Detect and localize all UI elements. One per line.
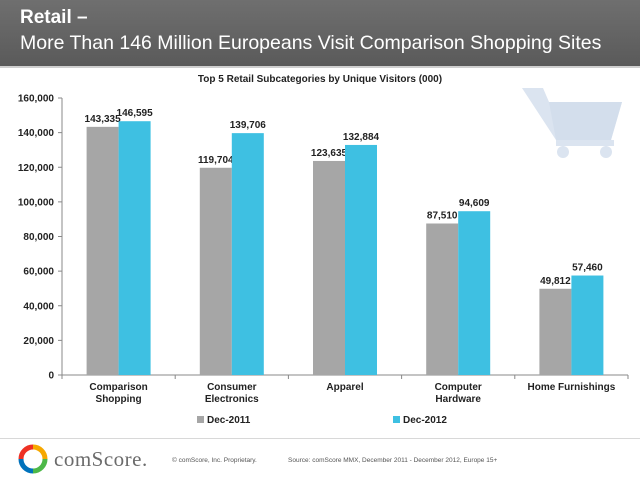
data-label: 57,460: [572, 263, 603, 274]
legend-swatch: [197, 416, 204, 423]
bar-dec-2012: [571, 275, 604, 375]
x-tick-label: Consumer: [207, 382, 257, 393]
data-label: 139,706: [230, 120, 267, 131]
data-label: 143,335: [85, 114, 122, 125]
slide-title: Retail –: [20, 7, 88, 28]
bar-dec-2012: [458, 211, 491, 375]
shopping-cart-icon: [522, 88, 622, 158]
x-tick-label: Apparel: [326, 382, 363, 393]
x-tick-label: Home Furnishings: [528, 382, 616, 393]
bar-dec-2011: [313, 160, 345, 375]
comscore-logo-mark-icon: [18, 444, 48, 474]
legend-swatch: [393, 416, 400, 423]
data-label: 123,635: [311, 148, 348, 159]
footer-source: Source: comScore MMX, December 2011 - De…: [288, 457, 498, 464]
bar-chart: Top 5 Retail Subcategories by Unique Vis…: [18, 74, 629, 426]
bar-dec-2012: [345, 144, 377, 375]
x-tick-label: Shopping: [96, 394, 142, 405]
y-tick-label: 160,000: [18, 94, 55, 105]
x-tick-label: Electronics: [205, 394, 259, 405]
bar-dec-2012: [231, 133, 264, 375]
comscore-logo: comScore.: [18, 444, 148, 474]
chart-title: Top 5 Retail Subcategories by Unique Vis…: [198, 74, 442, 85]
x-tick-label: Computer: [435, 382, 482, 393]
y-tick-label: 20,000: [23, 336, 54, 347]
y-tick-label: 100,000: [18, 197, 55, 208]
bar-dec-2011: [199, 167, 232, 375]
header-divider: [0, 66, 640, 68]
y-tick-label: 0: [48, 371, 54, 382]
bar-dec-2011: [86, 126, 119, 375]
data-label: 119,704: [198, 155, 234, 166]
legend-label: Dec-2011: [207, 415, 251, 426]
x-tick-label: Comparison: [89, 382, 147, 393]
y-tick-label: 80,000: [23, 232, 54, 243]
data-label: 49,812: [540, 276, 571, 287]
data-label: 146,595: [117, 108, 154, 119]
bar-dec-2011: [426, 223, 459, 375]
data-label: 94,609: [459, 198, 490, 209]
y-tick-label: 40,000: [23, 301, 54, 312]
y-tick-label: 140,000: [18, 128, 55, 139]
footer-divider: [0, 438, 640, 439]
bar-dec-2012: [118, 121, 151, 376]
footer-copyright: © comScore, Inc. Proprietary.: [172, 457, 257, 464]
x-tick-label: Hardware: [435, 394, 481, 405]
bar-dec-2011: [539, 288, 572, 375]
data-label: 87,510: [427, 210, 458, 221]
slide-header: Retail – More Than 146 Million Europeans…: [0, 0, 640, 66]
slide-subtitle: More Than 146 Million Europeans Visit Co…: [20, 32, 602, 54]
legend-label: Dec-2012: [403, 415, 447, 426]
data-label: 132,884: [343, 132, 380, 143]
y-tick-label: 60,000: [23, 267, 54, 278]
comscore-logo-text: comScore.: [54, 446, 148, 471]
y-tick-label: 120,000: [18, 163, 55, 174]
